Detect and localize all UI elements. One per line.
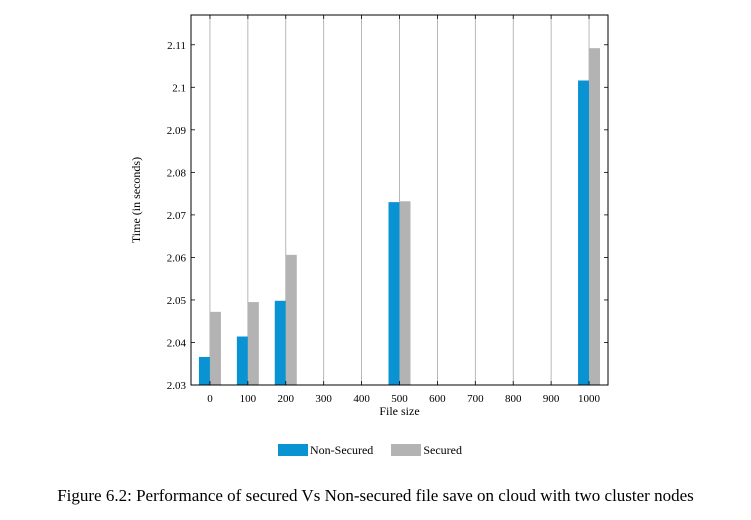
legend-swatch-non-secured — [278, 444, 308, 456]
x-tick-label: 800 — [505, 393, 522, 405]
bar-secured — [209, 311, 221, 385]
legend-label-non-secured: Non-Secured — [310, 442, 374, 457]
legend-item-non-secured: Non-Secured — [278, 443, 373, 458]
y-tick-label: 2.09 — [167, 125, 187, 137]
figure-caption: Figure 6.2: Performance of secured Vs No… — [57, 486, 694, 505]
x-axis-label: File size — [379, 404, 419, 418]
y-tick-label: 2.04 — [167, 337, 187, 349]
x-tick-label: 300 — [315, 393, 332, 405]
x-tick-label: 700 — [467, 393, 484, 405]
bar-non-secured — [388, 202, 400, 385]
x-tick-label: 0 — [207, 393, 213, 405]
legend: Non-Secured Secured — [278, 442, 480, 458]
y-tick-label: 2.11 — [167, 40, 186, 52]
x-tick-label: 500 — [391, 393, 408, 405]
bar-non-secured — [198, 356, 210, 385]
y-axis-label: Time (in seconds) — [129, 157, 143, 243]
bar-non-secured — [578, 80, 590, 385]
bars — [198, 48, 601, 385]
x-tick-label: 100 — [240, 393, 257, 405]
x-tick-label: 400 — [353, 393, 370, 405]
bar-non-secured — [274, 300, 286, 385]
y-tick-label: 2.1 — [172, 82, 186, 94]
ticks: 0 100 200 300 400 500 600 700 800 900 1000 2.03 2.04… — [167, 15, 608, 405]
legend-swatch-secured — [391, 444, 422, 456]
legend-label-secured: Secured — [423, 442, 462, 457]
x-tick-label: 200 — [278, 393, 295, 405]
x-tick-label: 600 — [429, 393, 446, 405]
y-tick-label: 2.03 — [167, 380, 187, 392]
x-tick-label: 1000 — [578, 393, 601, 405]
legend-item-secured: Secured — [391, 443, 462, 458]
bar-secured — [285, 254, 297, 385]
y-tick-label: 2.06 — [167, 252, 187, 264]
x-tick-label: 900 — [543, 393, 560, 405]
y-tick-label: 2.05 — [167, 295, 187, 307]
y-tick-label: 2.07 — [167, 210, 187, 222]
bar-secured — [247, 302, 259, 385]
bar-secured — [399, 201, 411, 385]
y-tick-label: 2.08 — [167, 167, 187, 179]
bar-chart: 0 100 200 300 400 500 600 700 800 900 1000 2.03 2.04… — [129, 14, 609, 418]
bar-secured — [589, 48, 601, 385]
bar-non-secured — [236, 336, 248, 385]
